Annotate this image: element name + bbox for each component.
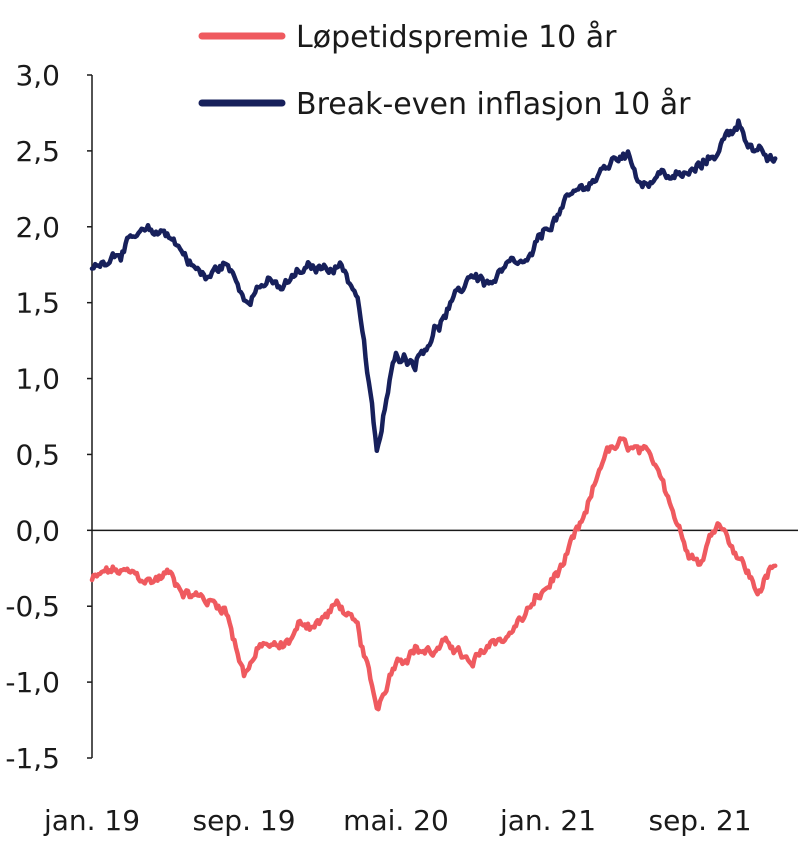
y-tick-label: 0,0: [15, 514, 60, 547]
x-tick-label: sep. 19: [192, 804, 295, 837]
legend-label: Løpetidspremie 10 år: [296, 20, 617, 55]
x-tick-label: jan. 21: [499, 804, 596, 837]
y-tick-label: 1,5: [15, 287, 60, 320]
legend: Løpetidspremie 10 år Break-even inflasjon…: [198, 20, 691, 122]
legend-label: Break-even inflasjon 10 år: [296, 87, 691, 122]
x-tick-label: jan. 19: [43, 804, 140, 837]
y-tick-label: 1,0: [15, 363, 60, 396]
y-tick-label: 0,5: [15, 438, 60, 471]
x-tick-label: sep. 21: [648, 804, 751, 837]
y-axis: 3,0 2,5 2,0 1,5 1,0 0,5 0,0 -0,5 -1,0 -1,5: [5, 59, 93, 775]
y-tick-label: -1,0: [5, 666, 60, 699]
y-tick-label: -1,5: [5, 742, 60, 775]
y-tick-label: -0,5: [5, 590, 60, 623]
series-line-break-even: [89, 118, 778, 454]
y-tick-label: 2,5: [15, 135, 60, 168]
y-tick-label: 3,0: [15, 59, 60, 92]
x-tick-label: mai. 20: [343, 804, 449, 837]
series-group: [89, 118, 778, 712]
x-axis: jan. 19 sep. 19 mai. 20 jan. 21 sep. 21: [43, 804, 752, 837]
y-tick-label: 2,0: [15, 211, 60, 244]
series-line-lopetidspremie: [89, 436, 778, 712]
